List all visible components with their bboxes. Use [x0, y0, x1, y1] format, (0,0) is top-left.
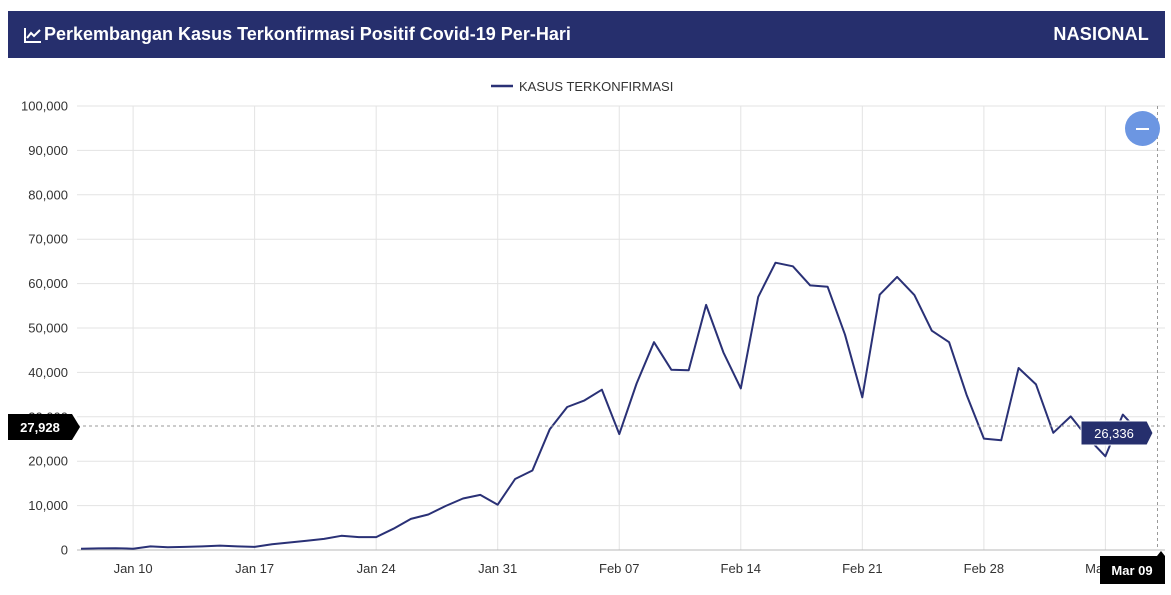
y-tick-label: 80,000 [28, 187, 68, 202]
legend-label: KASUS TERKONFIRMASI [519, 79, 673, 94]
series-line [80, 261, 1141, 550]
minus-icon [1136, 128, 1149, 130]
header-title-group: Perkembangan Kasus Terkonfirmasi Positif… [24, 24, 1053, 45]
scope-label[interactable]: NASIONAL [1053, 24, 1149, 44]
y-tick-label: 20,000 [28, 454, 68, 469]
crosshair-y-label: 27,928 [20, 420, 60, 435]
x-tick-label: Feb 07 [599, 561, 639, 576]
chart-header: Perkembangan Kasus Terkonfirmasi Positif… [8, 11, 1165, 58]
crosshair-x-label-box [1100, 551, 1165, 584]
line-chart-icon [24, 27, 41, 43]
y-tick-label: 70,000 [28, 232, 68, 247]
x-tick-label: Jan 31 [478, 561, 517, 576]
x-tick-label: Jan 17 [235, 561, 274, 576]
x-tick-label: Feb 28 [964, 561, 1004, 576]
y-tick-label: 50,000 [28, 321, 68, 336]
crosshair-y-label-box [8, 414, 80, 440]
tooltip-value: 26,336 [1094, 426, 1134, 441]
x-tick-label: Feb 21 [842, 561, 882, 576]
x-tick-label: Feb 14 [721, 561, 761, 576]
y-tick-label: 10,000 [28, 498, 68, 513]
zoom-reset-button[interactable] [1125, 111, 1160, 146]
x-tick-label: Jan 24 [357, 561, 396, 576]
y-tick-label: 90,000 [28, 143, 68, 158]
y-tick-label: 100,000 [21, 99, 68, 114]
x-tick-label: Jan 10 [114, 561, 153, 576]
crosshair-x-label: Mar 09 [1111, 563, 1152, 578]
tooltip-box [1080, 420, 1154, 446]
y-tick-label: 60,000 [28, 276, 68, 291]
y-tick-label: 0 [61, 543, 68, 558]
y-tick-label: 40,000 [28, 365, 68, 380]
page-title: Perkembangan Kasus Terkonfirmasi Positif… [44, 24, 571, 44]
